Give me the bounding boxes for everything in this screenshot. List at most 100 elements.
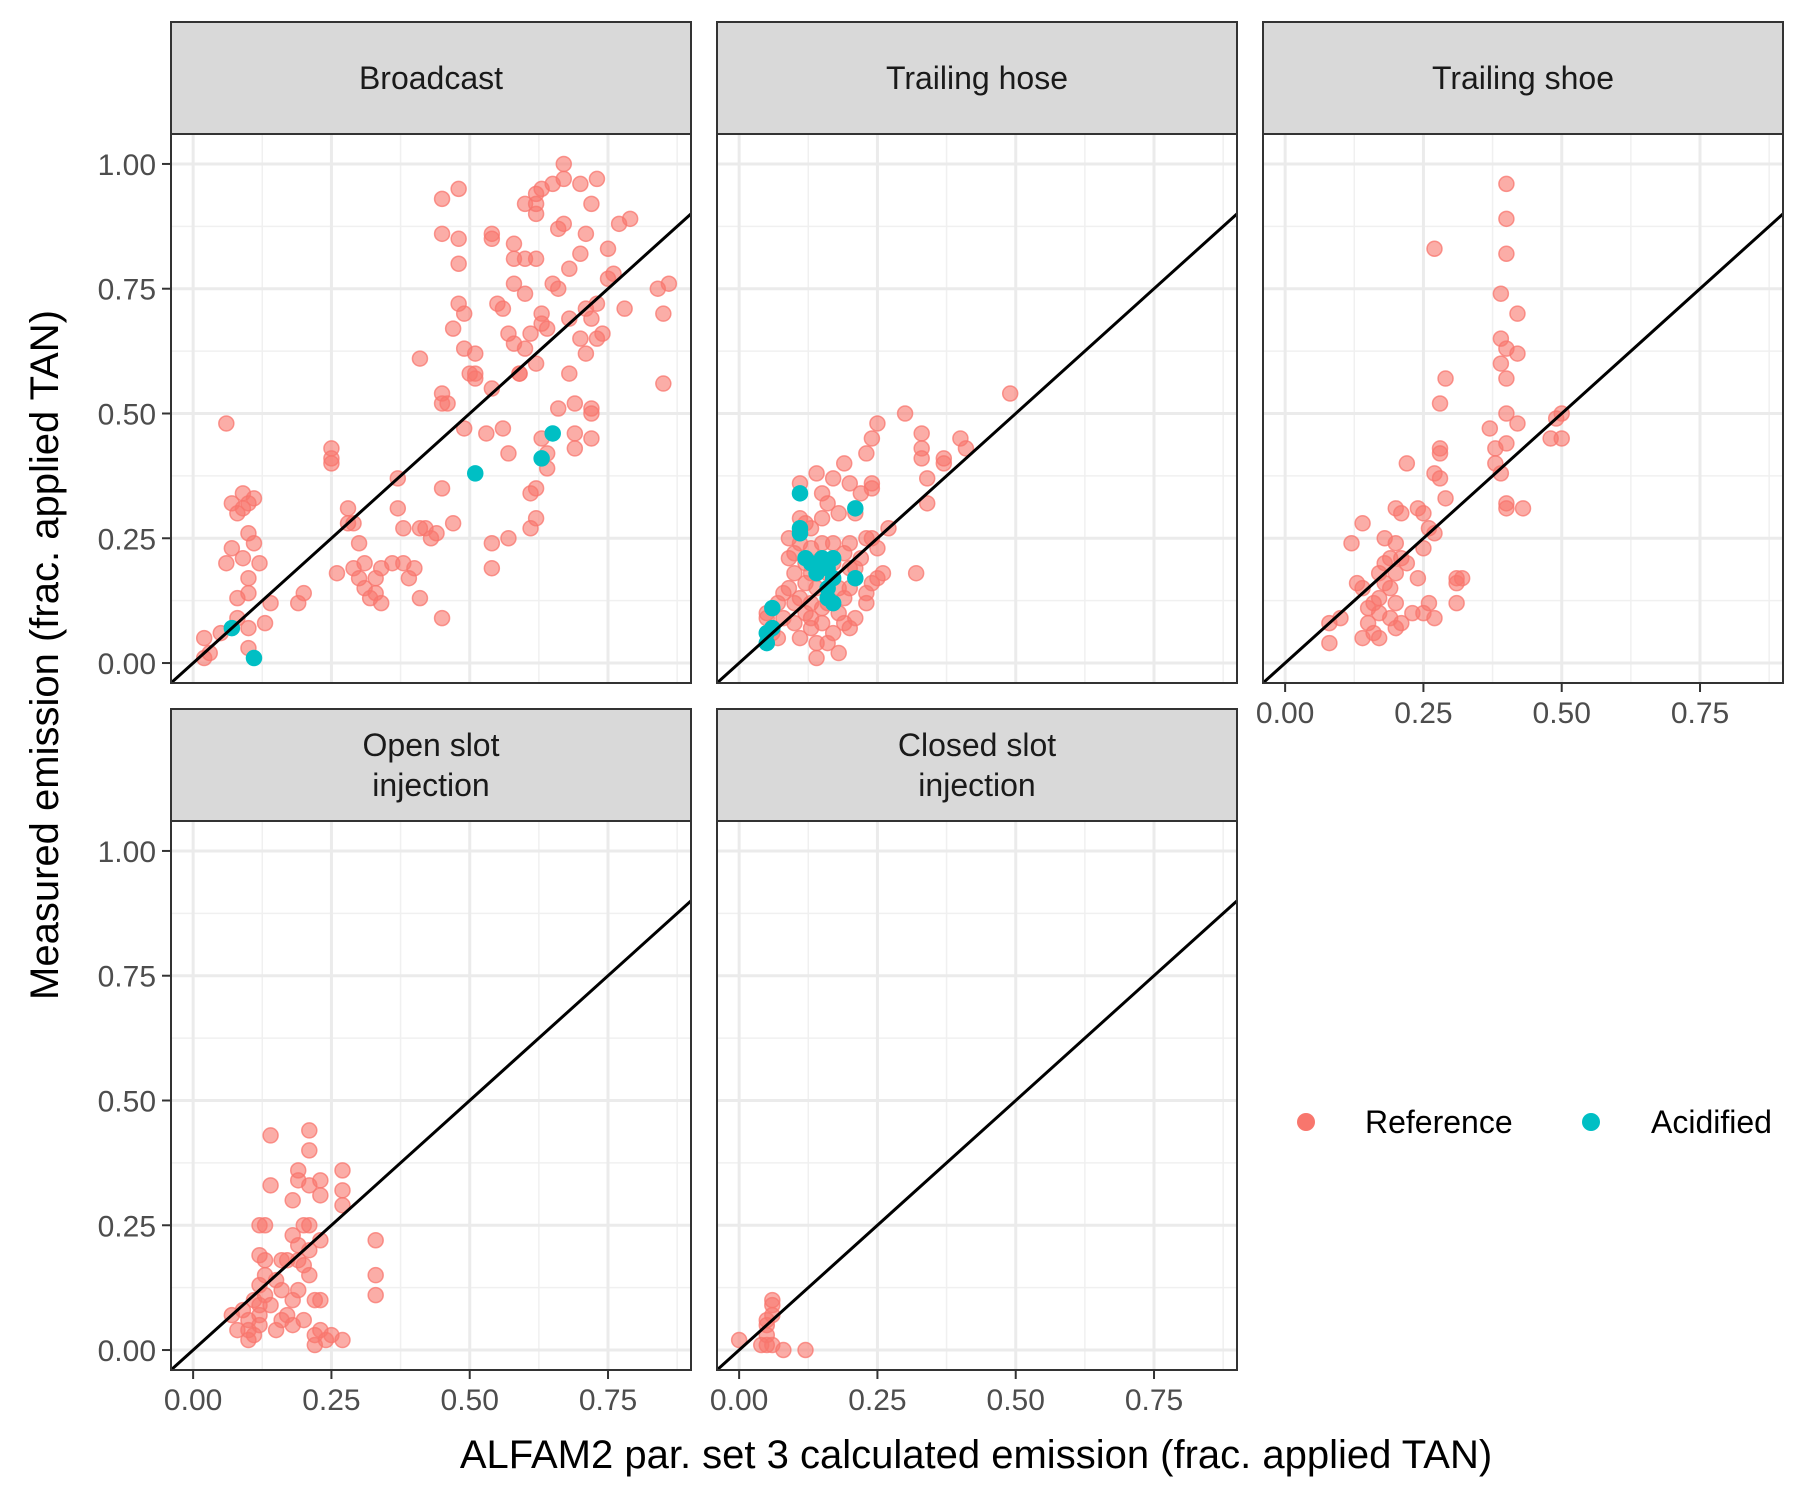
data-point-reference	[256, 1251, 274, 1269]
data-point-reference	[312, 1172, 329, 1189]
data-point-reference	[323, 455, 340, 472]
data-point-reference	[1431, 395, 1449, 412]
data-point-reference	[245, 490, 263, 507]
data-point-reference	[764, 1296, 781, 1314]
data-point-reference	[660, 275, 678, 292]
data-point-reference	[918, 470, 936, 487]
data-point-reference	[621, 210, 639, 228]
data-point-reference	[780, 579, 798, 597]
data-point-reference	[256, 614, 274, 632]
data-point-reference	[786, 564, 803, 582]
data-point-reference	[312, 1187, 329, 1204]
facet-panel-3: Trailing shoe 0.00 0.25 0.50 0.75	[1256, 21, 1785, 730]
data-point-reference	[1509, 415, 1526, 432]
data-point-reference	[1437, 370, 1454, 387]
data-point-reference	[594, 325, 611, 342]
data-point-reference	[1492, 285, 1510, 302]
legend-label-acidified: Acidified	[1651, 1104, 1772, 1140]
data-point-reference	[1426, 240, 1443, 258]
data-point-reference	[1420, 594, 1438, 612]
data-point-reference	[1001, 385, 1019, 402]
data-point-reference	[605, 265, 622, 282]
x-tick-label: 0.25	[848, 1384, 906, 1417]
y-tick-label: 0.75	[98, 274, 156, 307]
data-point-reference	[1498, 405, 1515, 422]
facet-panel-2: Trailing hose	[715, 21, 1239, 685]
y-tick-label: 1.00	[98, 149, 156, 182]
facet-strip	[170, 708, 692, 822]
data-point-reference	[455, 305, 473, 322]
data-point-reference	[1498, 245, 1515, 263]
data-point-reference	[262, 594, 279, 612]
data-point-reference	[301, 1122, 318, 1139]
panel-border	[716, 133, 1238, 684]
data-point-reference	[566, 440, 584, 457]
data-point-reference	[356, 554, 373, 572]
data-point-reference	[1387, 594, 1405, 612]
data-point-reference	[433, 225, 451, 243]
data-point-reference	[483, 559, 501, 577]
data-point-reference	[500, 445, 517, 462]
one-to-one-line	[169, 212, 693, 685]
x-tick-label: 0.25	[302, 1384, 360, 1417]
data-point-reference	[367, 1231, 384, 1249]
y-tick-label: 0.25	[98, 523, 156, 556]
data-point-reference	[1415, 539, 1432, 557]
data-point-reference	[561, 260, 578, 278]
facet-strip-label: Broadcast	[359, 60, 503, 96]
facet-panel-1: Broadcast 0.00 0.25 0.50 0.75 1.00	[98, 21, 693, 685]
data-point-acidified	[824, 549, 842, 567]
one-to-one-line	[169, 899, 693, 1372]
data-point-reference	[1387, 564, 1405, 582]
legend-label-reference: Reference	[1365, 1104, 1513, 1140]
one-to-one-line	[715, 899, 1239, 1372]
data-point-reference	[824, 470, 842, 487]
data-point-reference	[527, 250, 545, 268]
data-point-reference	[494, 420, 512, 437]
facet-strip-label: Open slot	[363, 727, 500, 763]
data-point-reference	[572, 245, 589, 263]
data-point-reference	[869, 415, 886, 432]
data-point-reference	[555, 215, 573, 233]
data-point-reference	[1481, 420, 1499, 437]
x-tick-label: 0.75	[579, 1384, 637, 1417]
data-point-reference	[841, 475, 859, 492]
x-tick-label: 0.75	[1125, 1384, 1183, 1417]
data-point-reference	[1437, 490, 1454, 507]
data-point-acidified	[764, 599, 781, 617]
data-point-reference	[874, 564, 892, 582]
facet-strip-label: injection	[918, 767, 1035, 803]
data-point-reference	[808, 465, 825, 482]
data-point-reference	[583, 195, 600, 213]
data-point-reference	[1426, 609, 1443, 627]
data-point-reference	[835, 455, 853, 472]
data-point-reference	[1509, 305, 1526, 322]
data-point-reference	[273, 1281, 290, 1299]
data-point-reference	[527, 480, 545, 497]
data-point-acidified	[467, 465, 484, 482]
data-point-reference	[1409, 569, 1427, 587]
data-point-reference	[262, 1177, 279, 1194]
x-tick-label: 0.50	[441, 1384, 499, 1417]
data-point-reference	[583, 430, 600, 447]
data-point-reference	[428, 525, 445, 542]
data-point-reference	[797, 1341, 814, 1359]
data-point-reference	[935, 450, 953, 467]
data-point-reference	[1514, 500, 1532, 517]
data-point-reference	[566, 395, 584, 412]
data-point-reference	[439, 395, 456, 412]
y-axis-title: Measured emission (frac. applied TAN)	[23, 310, 67, 1000]
panel-border	[716, 820, 1238, 1371]
data-point-reference	[450, 255, 467, 273]
data-point-reference	[813, 510, 831, 527]
data-point-reference	[1492, 355, 1510, 372]
legend: Reference Acidified	[1297, 1104, 1772, 1140]
data-point-reference	[1509, 345, 1526, 362]
data-point-reference	[1498, 210, 1515, 228]
data-point-reference	[1448, 594, 1465, 612]
facet-strip	[716, 21, 1238, 135]
data-point-reference	[251, 1316, 268, 1334]
legend-key-reference	[1297, 1113, 1315, 1131]
panel-background	[1263, 134, 1783, 683]
